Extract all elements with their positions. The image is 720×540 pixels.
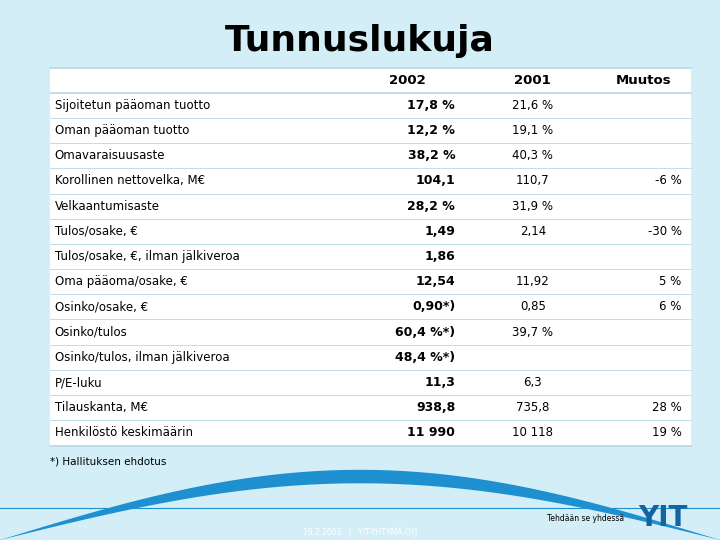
Text: 6 %: 6 %: [660, 300, 682, 313]
Text: 104,1: 104,1: [415, 174, 455, 187]
Text: 31,9 %: 31,9 %: [513, 200, 554, 213]
Text: 11 990: 11 990: [408, 427, 455, 440]
Text: Tunnuslukuja: Tunnuslukuja: [225, 24, 495, 58]
Text: 2,14: 2,14: [520, 225, 546, 238]
Text: 19,1 %: 19,1 %: [512, 124, 554, 137]
Text: Tehdään se yhdessä: Tehdään se yhdessä: [547, 514, 624, 523]
Text: 21,6 %: 21,6 %: [512, 99, 554, 112]
Text: 17,8 %: 17,8 %: [408, 99, 455, 112]
Text: Tilauskanta, M€: Tilauskanta, M€: [55, 401, 148, 414]
Text: Sijoitetun pääoman tuotto: Sijoitetun pääoman tuotto: [55, 99, 210, 112]
Text: 5 %: 5 %: [660, 275, 682, 288]
Text: Muutos: Muutos: [616, 73, 671, 86]
Text: P/E-luku: P/E-luku: [55, 376, 102, 389]
Text: 12,54: 12,54: [415, 275, 455, 288]
FancyBboxPatch shape: [50, 68, 691, 446]
Text: 28 %: 28 %: [652, 401, 682, 414]
Text: *) Hallituksen ehdotus: *) Hallituksen ehdotus: [50, 456, 167, 467]
Text: Osinko/osake, €: Osinko/osake, €: [55, 300, 148, 313]
Text: 11,92: 11,92: [516, 275, 549, 288]
Text: Velkaantumisaste: Velkaantumisaste: [55, 200, 160, 213]
Text: Henkilöstö keskimäärin: Henkilöstö keskimäärin: [55, 427, 193, 440]
Text: 60,4 %*): 60,4 %*): [395, 326, 455, 339]
Text: 0,85: 0,85: [520, 300, 546, 313]
Text: 0,90*): 0,90*): [412, 300, 455, 313]
Text: Osinko/tulos, ilman jälkiveroa: Osinko/tulos, ilman jälkiveroa: [55, 351, 230, 364]
Text: Korollinen nettovelka, M€: Korollinen nettovelka, M€: [55, 174, 205, 187]
Text: 2002: 2002: [390, 73, 426, 86]
Text: Osinko/tulos: Osinko/tulos: [55, 326, 127, 339]
Text: -30 %: -30 %: [647, 225, 682, 238]
Text: YIT: YIT: [638, 504, 688, 532]
Text: Oman pääoman tuotto: Oman pääoman tuotto: [55, 124, 189, 137]
Text: 735,8: 735,8: [516, 401, 549, 414]
Text: 19.2.2003   |   YIT-YHTYMÄ OYJ: 19.2.2003 | YIT-YHTYMÄ OYJ: [303, 528, 417, 537]
Text: Tulos/osake, €, ilman jälkiveroa: Tulos/osake, €, ilman jälkiveroa: [55, 250, 240, 263]
Text: 11,3: 11,3: [424, 376, 455, 389]
Text: 6,3: 6,3: [523, 376, 542, 389]
Text: 12,2 %: 12,2 %: [408, 124, 455, 137]
Polygon shape: [0, 483, 720, 540]
Polygon shape: [0, 470, 720, 540]
Text: 10 118: 10 118: [513, 427, 554, 440]
Text: 1,49: 1,49: [424, 225, 455, 238]
Text: Oma pääoma/osake, €: Oma pääoma/osake, €: [55, 275, 188, 288]
Text: 38,2 %: 38,2 %: [408, 149, 455, 162]
Text: 40,3 %: 40,3 %: [513, 149, 553, 162]
Text: 48,4 %*): 48,4 %*): [395, 351, 455, 364]
Text: 110,7: 110,7: [516, 174, 549, 187]
Text: 39,7 %: 39,7 %: [513, 326, 554, 339]
Text: 1,86: 1,86: [425, 250, 455, 263]
Text: 28,2 %: 28,2 %: [408, 200, 455, 213]
Text: Omavaraisuusaste: Omavaraisuusaste: [55, 149, 165, 162]
Text: 2001: 2001: [515, 73, 552, 86]
Text: 938,8: 938,8: [416, 401, 455, 414]
Text: 19 %: 19 %: [652, 427, 682, 440]
Text: -6 %: -6 %: [655, 174, 682, 187]
Text: Tulos/osake, €: Tulos/osake, €: [55, 225, 138, 238]
